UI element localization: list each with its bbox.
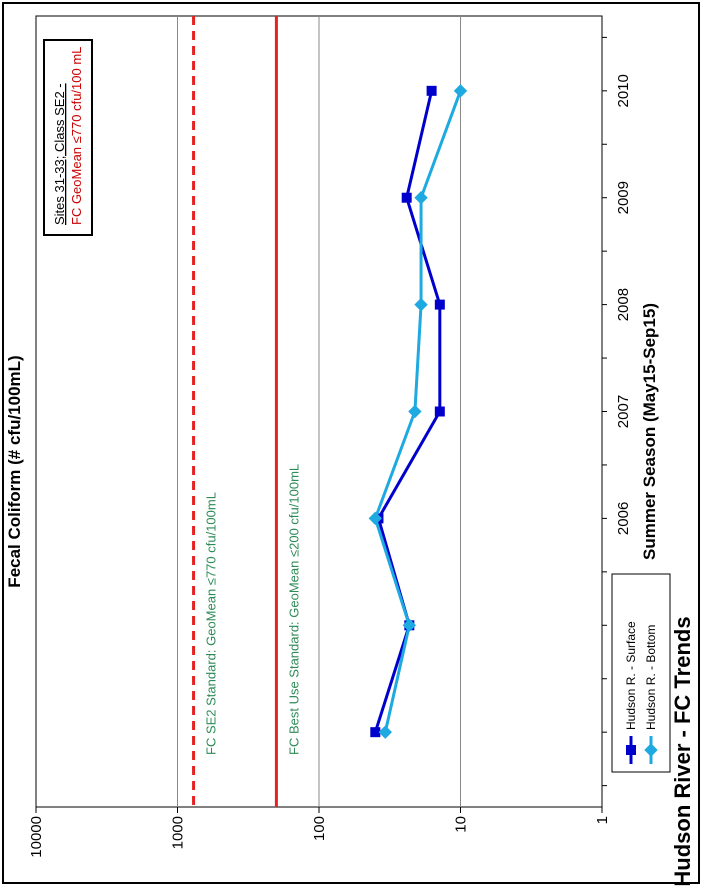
year-axis-title-group: Summer Season (May15-Sep15) — [640, 303, 659, 560]
year-tick-label: 2007 — [615, 395, 632, 428]
year-tick-label: 2010 — [615, 74, 632, 107]
value-axis-title: Fecal Coliform (# cfu/100mL) — [5, 355, 24, 587]
value-tick-label: 10000 — [28, 816, 45, 858]
year-tick-group: 2007 — [615, 395, 632, 428]
series-point — [434, 406, 445, 417]
legend-label-group: Hudson R. - Bottom — [644, 625, 658, 730]
series-point — [626, 745, 636, 755]
value-tick-label: 1 — [594, 816, 611, 824]
year-tick-label: 2008 — [615, 288, 632, 321]
value-tick-group: 10 — [453, 816, 470, 833]
year-tick-label: 2009 — [615, 181, 632, 214]
value-tick-group: 10000 — [28, 816, 45, 858]
series-point — [644, 743, 658, 757]
note-line1: Sites 31-33; Class SE2 - — [52, 83, 67, 225]
legend-label: Hudson R. - Bottom — [644, 625, 658, 730]
year-axis-title: Summer Season (May15-Sep15) — [640, 303, 659, 560]
value-tick-group: 1000 — [170, 816, 187, 849]
value-axis-title-group: Fecal Coliform (# cfu/100mL) — [5, 355, 24, 587]
year-tick-group: 2009 — [615, 181, 632, 214]
reference-line-label: FC Best Use Standard: GeoMean ≤200 cfu/1… — [286, 464, 301, 755]
legend-entry: Hudson R. - Bottom — [644, 625, 658, 764]
series-point — [414, 191, 428, 205]
value-tick-group: 1 — [594, 816, 611, 824]
year-tick-group: 2010 — [615, 74, 632, 107]
series-point — [402, 618, 417, 632]
series-point — [370, 727, 381, 738]
series-point — [368, 511, 383, 526]
series-bottom — [368, 84, 468, 739]
year-tick-group: 2006 — [615, 502, 632, 535]
series-point — [434, 299, 445, 310]
chart-title: Hudson River - FC Trends — [670, 616, 695, 886]
note-line2: FC GeoMean ≤770 cfu/100 mL — [69, 47, 84, 225]
reference-line-label: FC SE2 Standard: GeoMean ≤770 cfu/100mL — [204, 492, 219, 755]
legend-box — [611, 573, 671, 773]
series-point — [414, 297, 428, 312]
series-point — [408, 404, 422, 419]
chart-title-group: Hudson River - FC Trends — [670, 616, 695, 886]
series-point — [453, 84, 468, 98]
chart-canvas: 1101001000100002004200520062007200820092… — [5, 15, 695, 886]
series-point — [401, 192, 412, 203]
value-tick-label: 100 — [311, 816, 328, 841]
series-point — [378, 725, 393, 739]
reference-label-group: FC Best Use Standard: GeoMean ≤200 cfu/1… — [286, 464, 301, 755]
series-point — [426, 85, 437, 96]
note-box — [43, 39, 93, 236]
note-line2-group: FC GeoMean ≤770 cfu/100 mL — [69, 47, 84, 225]
value-tick-label: 1000 — [170, 816, 187, 849]
legend-label-group: Hudson R. - Surface — [624, 621, 638, 730]
year-tick-group: 2008 — [615, 288, 632, 321]
note-line1-group: Sites 31-33; Class SE2 - — [52, 83, 67, 225]
value-tick-group: 100 — [311, 816, 328, 841]
value-tick-label: 10 — [453, 816, 470, 833]
reference-label-group: FC SE2 Standard: GeoMean ≤770 cfu/100mL — [204, 492, 219, 755]
legend-label: Hudson R. - Surface — [624, 621, 638, 730]
year-tick-label: 2006 — [615, 502, 632, 535]
legend-entry: Hudson R. - Surface — [624, 621, 638, 764]
